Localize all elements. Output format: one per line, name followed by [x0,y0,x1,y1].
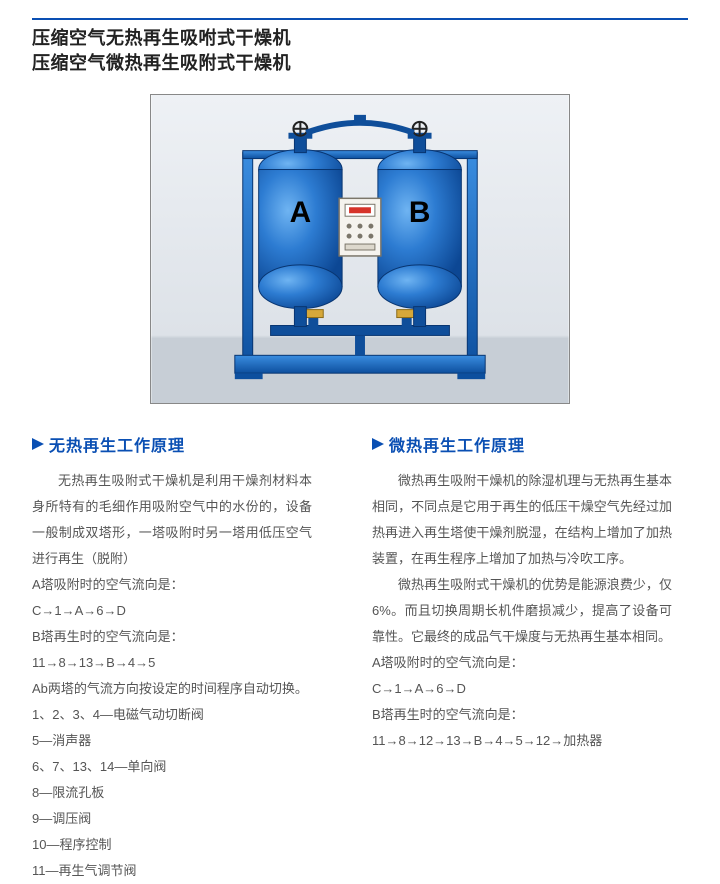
left-p-3: B塔再生时的空气流向是： [32,624,312,650]
left-p-12: 11—再生气调节阀 [32,858,312,884]
figure-container: A B [32,94,688,404]
triangle-bullet-icon [32,438,44,450]
right-heading: 微热再生工作原理 [372,432,672,456]
product-figure: A B [150,94,570,404]
title-line-2: 压缩空气微热再生吸附式干燥机 [32,51,688,76]
left-column: 无热再生工作原理 无热再生吸附式干燥机是利用干燥剂材料本身所特有的毛细作用吸附空… [32,432,312,884]
right-p-1: 微热再生吸附式干燥机的优势是能源浪费少，仅6%。而且切换周期长机件磨损减少，提高… [372,572,672,650]
left-body: 无热再生吸附式干燥机是利用干燥剂材料本身所特有的毛细作用吸附空气中的水份的，设备… [32,468,312,884]
right-p-2: A塔吸附时的空气流向是： [372,650,672,676]
right-p-5: 11→8→12→13→B→4→5→12→加热器 [372,728,672,754]
left-heading-text: 无热再生工作原理 [49,432,185,456]
tank-b-label: B [409,197,431,230]
dryer-diagram: A B [151,95,569,403]
left-p-8: 6、7、13、14—单向阀 [32,754,312,780]
left-p-0: 无热再生吸附式干燥机是利用干燥剂材料本身所特有的毛细作用吸附空气中的水份的，设备… [32,468,312,572]
left-p-1: A塔吸附时的空气流向是： [32,572,312,598]
title-line-1: 压缩空气无热再生吸咐式干燥机 [32,26,688,51]
right-column: 微热再生工作原理 微热再生吸附干燥机的除湿机理与无热再生基本相同，不同点是它用于… [372,432,672,884]
right-heading-text: 微热再生工作原理 [389,432,525,456]
left-heading: 无热再生工作原理 [32,432,312,456]
left-p-11: 10—程序控制 [32,832,312,858]
right-body: 微热再生吸附干燥机的除湿机理与无热再生基本相同，不同点是它用于再生的低压干燥空气… [372,468,672,754]
right-p-0: 微热再生吸附干燥机的除湿机理与无热再生基本相同，不同点是它用于再生的低压干燥空气… [372,468,672,572]
tank-a-label: A [290,197,312,230]
left-p-5: Ab两塔的气流方向按设定的时间程序自动切换。 [32,676,312,702]
right-p-3: C→1→A→6→D [372,676,672,702]
left-p-4: 11→8→13→B→4→5 [32,650,312,676]
left-p-9: 8—限流孔板 [32,780,312,806]
left-p-2: C→1→A→6→D [32,598,312,624]
page-title-block: 压缩空气无热再生吸咐式干燥机 压缩空气微热再生吸附式干燥机 [32,26,688,76]
left-p-6: 1、2、3、4—电磁气动切断阀 [32,702,312,728]
triangle-bullet-icon [372,438,384,450]
control-box [339,199,381,257]
top-divider [32,18,688,20]
two-column-layout: 无热再生工作原理 无热再生吸附式干燥机是利用干燥剂材料本身所特有的毛细作用吸附空… [32,432,688,884]
left-p-7: 5—消声器 [32,728,312,754]
left-p-10: 9—调压阀 [32,806,312,832]
right-p-4: B塔再生时的空气流向是： [372,702,672,728]
